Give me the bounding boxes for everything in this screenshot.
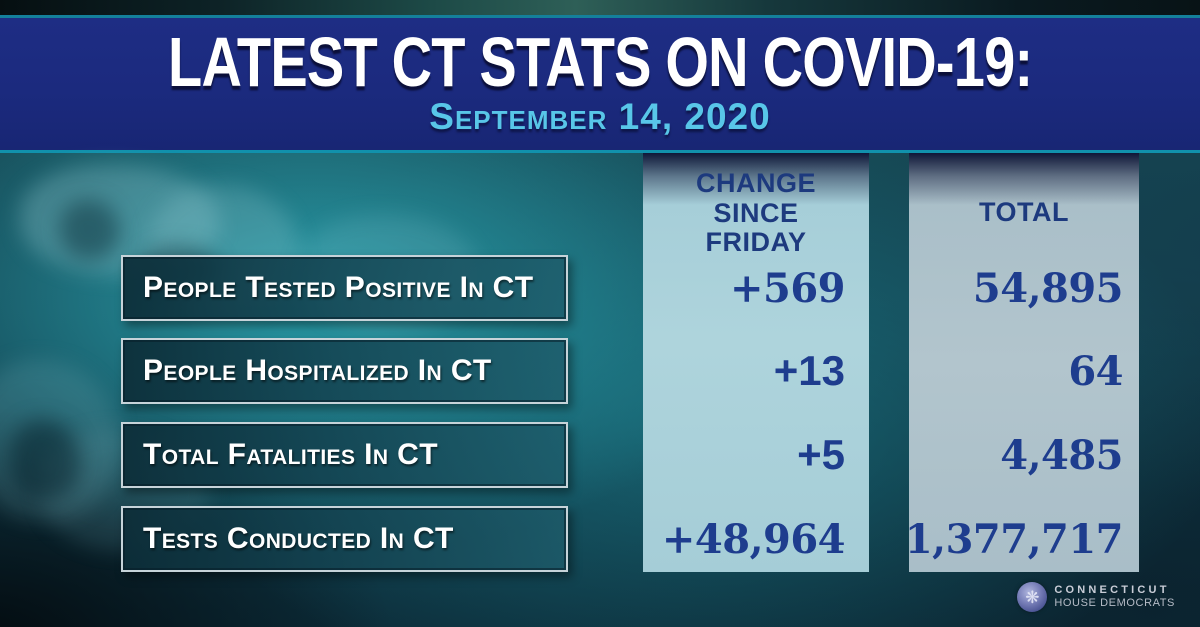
change-value-tested-positive: +569 [729, 264, 846, 312]
stat-label: People Hospitalized In CT [143, 354, 492, 387]
stat-label: People Tested Positive In CT [143, 271, 534, 304]
change-since-friday-column: CHANGE SINCE FRIDAY [643, 153, 869, 572]
org-name: CONNECTICUT HOUSE DEMOCRATS [1054, 584, 1175, 609]
virus-texture-spot [10, 420, 80, 500]
stat-label-box-hospitalized: People Hospitalized In CT [121, 338, 568, 404]
stat-label: Total Fatalities In CT [143, 438, 438, 471]
change-value-fatalities: +5 [797, 431, 845, 478]
stat-label: Tests Conducted In CT [143, 522, 454, 555]
total-value-tested-positive: 54,895 [972, 264, 1124, 312]
total-column: TOTAL [909, 153, 1139, 572]
total-value-hospitalized: 64 [1068, 347, 1123, 395]
page-date: September 14, 2020 [429, 96, 771, 137]
seal-icon: ❋ [1017, 582, 1048, 612]
page-title: LATEST CT STATS ON COVID-19: [167, 23, 1033, 101]
org-name-line1: CONNECTICUT [1054, 584, 1170, 597]
org-name-line2: HOUSE DEMOCRATS [1054, 597, 1175, 609]
virus-texture-spot [60, 200, 120, 260]
total-value-fatalities: 4,485 [1000, 431, 1123, 479]
stat-label-box-tested-positive: People Tested Positive In CT [121, 255, 568, 321]
stat-label-box-tests-conducted: Tests Conducted In CT [121, 506, 568, 572]
change-value-tests-conducted: +48,964 [661, 515, 846, 563]
change-value-hospitalized: +13 [773, 347, 845, 394]
change-column-header: CHANGE SINCE FRIDAY [695, 168, 816, 258]
total-column-header: TOTAL [979, 197, 1069, 227]
total-value-tests-conducted: 1,377,717 [904, 515, 1124, 563]
header-band: LATEST CT STATS ON COVID-19: September 1… [0, 15, 1200, 153]
connecticut-house-democrats-logo: ❋ CONNECTICUT HOUSE DEMOCRATS [1017, 582, 1175, 612]
top-edge-strip [0, 0, 1200, 15]
stat-label-box-fatalities: Total Fatalities In CT [121, 422, 568, 488]
